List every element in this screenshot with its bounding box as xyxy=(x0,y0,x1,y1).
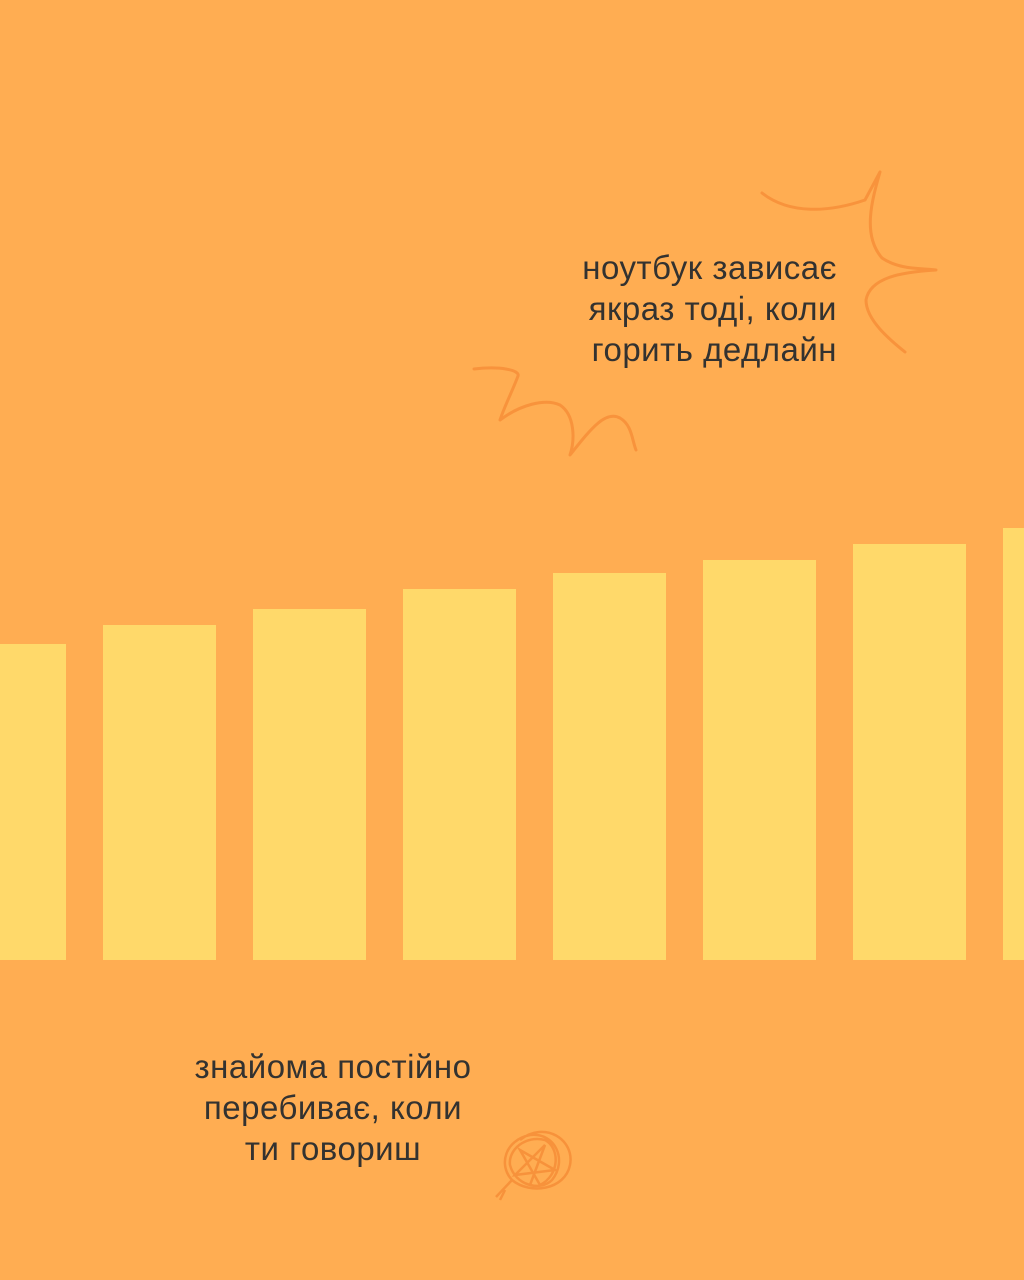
bar xyxy=(103,625,216,960)
bar xyxy=(0,644,66,960)
caption-bottom: знайома постійно перебиває, коли ти гово… xyxy=(150,1046,516,1169)
bar xyxy=(853,544,966,960)
bar xyxy=(253,609,366,960)
caption-line: якраз тоді, коли xyxy=(588,290,837,327)
bar xyxy=(403,589,516,960)
burst-doodle-icon xyxy=(472,170,938,457)
bar xyxy=(1003,528,1024,960)
bar xyxy=(553,573,666,960)
caption-line: ноутбук зависає xyxy=(582,249,837,286)
bar xyxy=(703,560,816,960)
caption-line: знайома постійно xyxy=(194,1048,472,1085)
caption-line: ти говориш xyxy=(244,1130,422,1167)
scribble-ball-icon xyxy=(495,1130,572,1201)
caption-line: перебиває, коли xyxy=(203,1089,463,1126)
caption-line: горить дедлайн xyxy=(591,331,837,368)
caption-top: ноутбук зависає якраз тоді, коли горить … xyxy=(480,247,837,370)
